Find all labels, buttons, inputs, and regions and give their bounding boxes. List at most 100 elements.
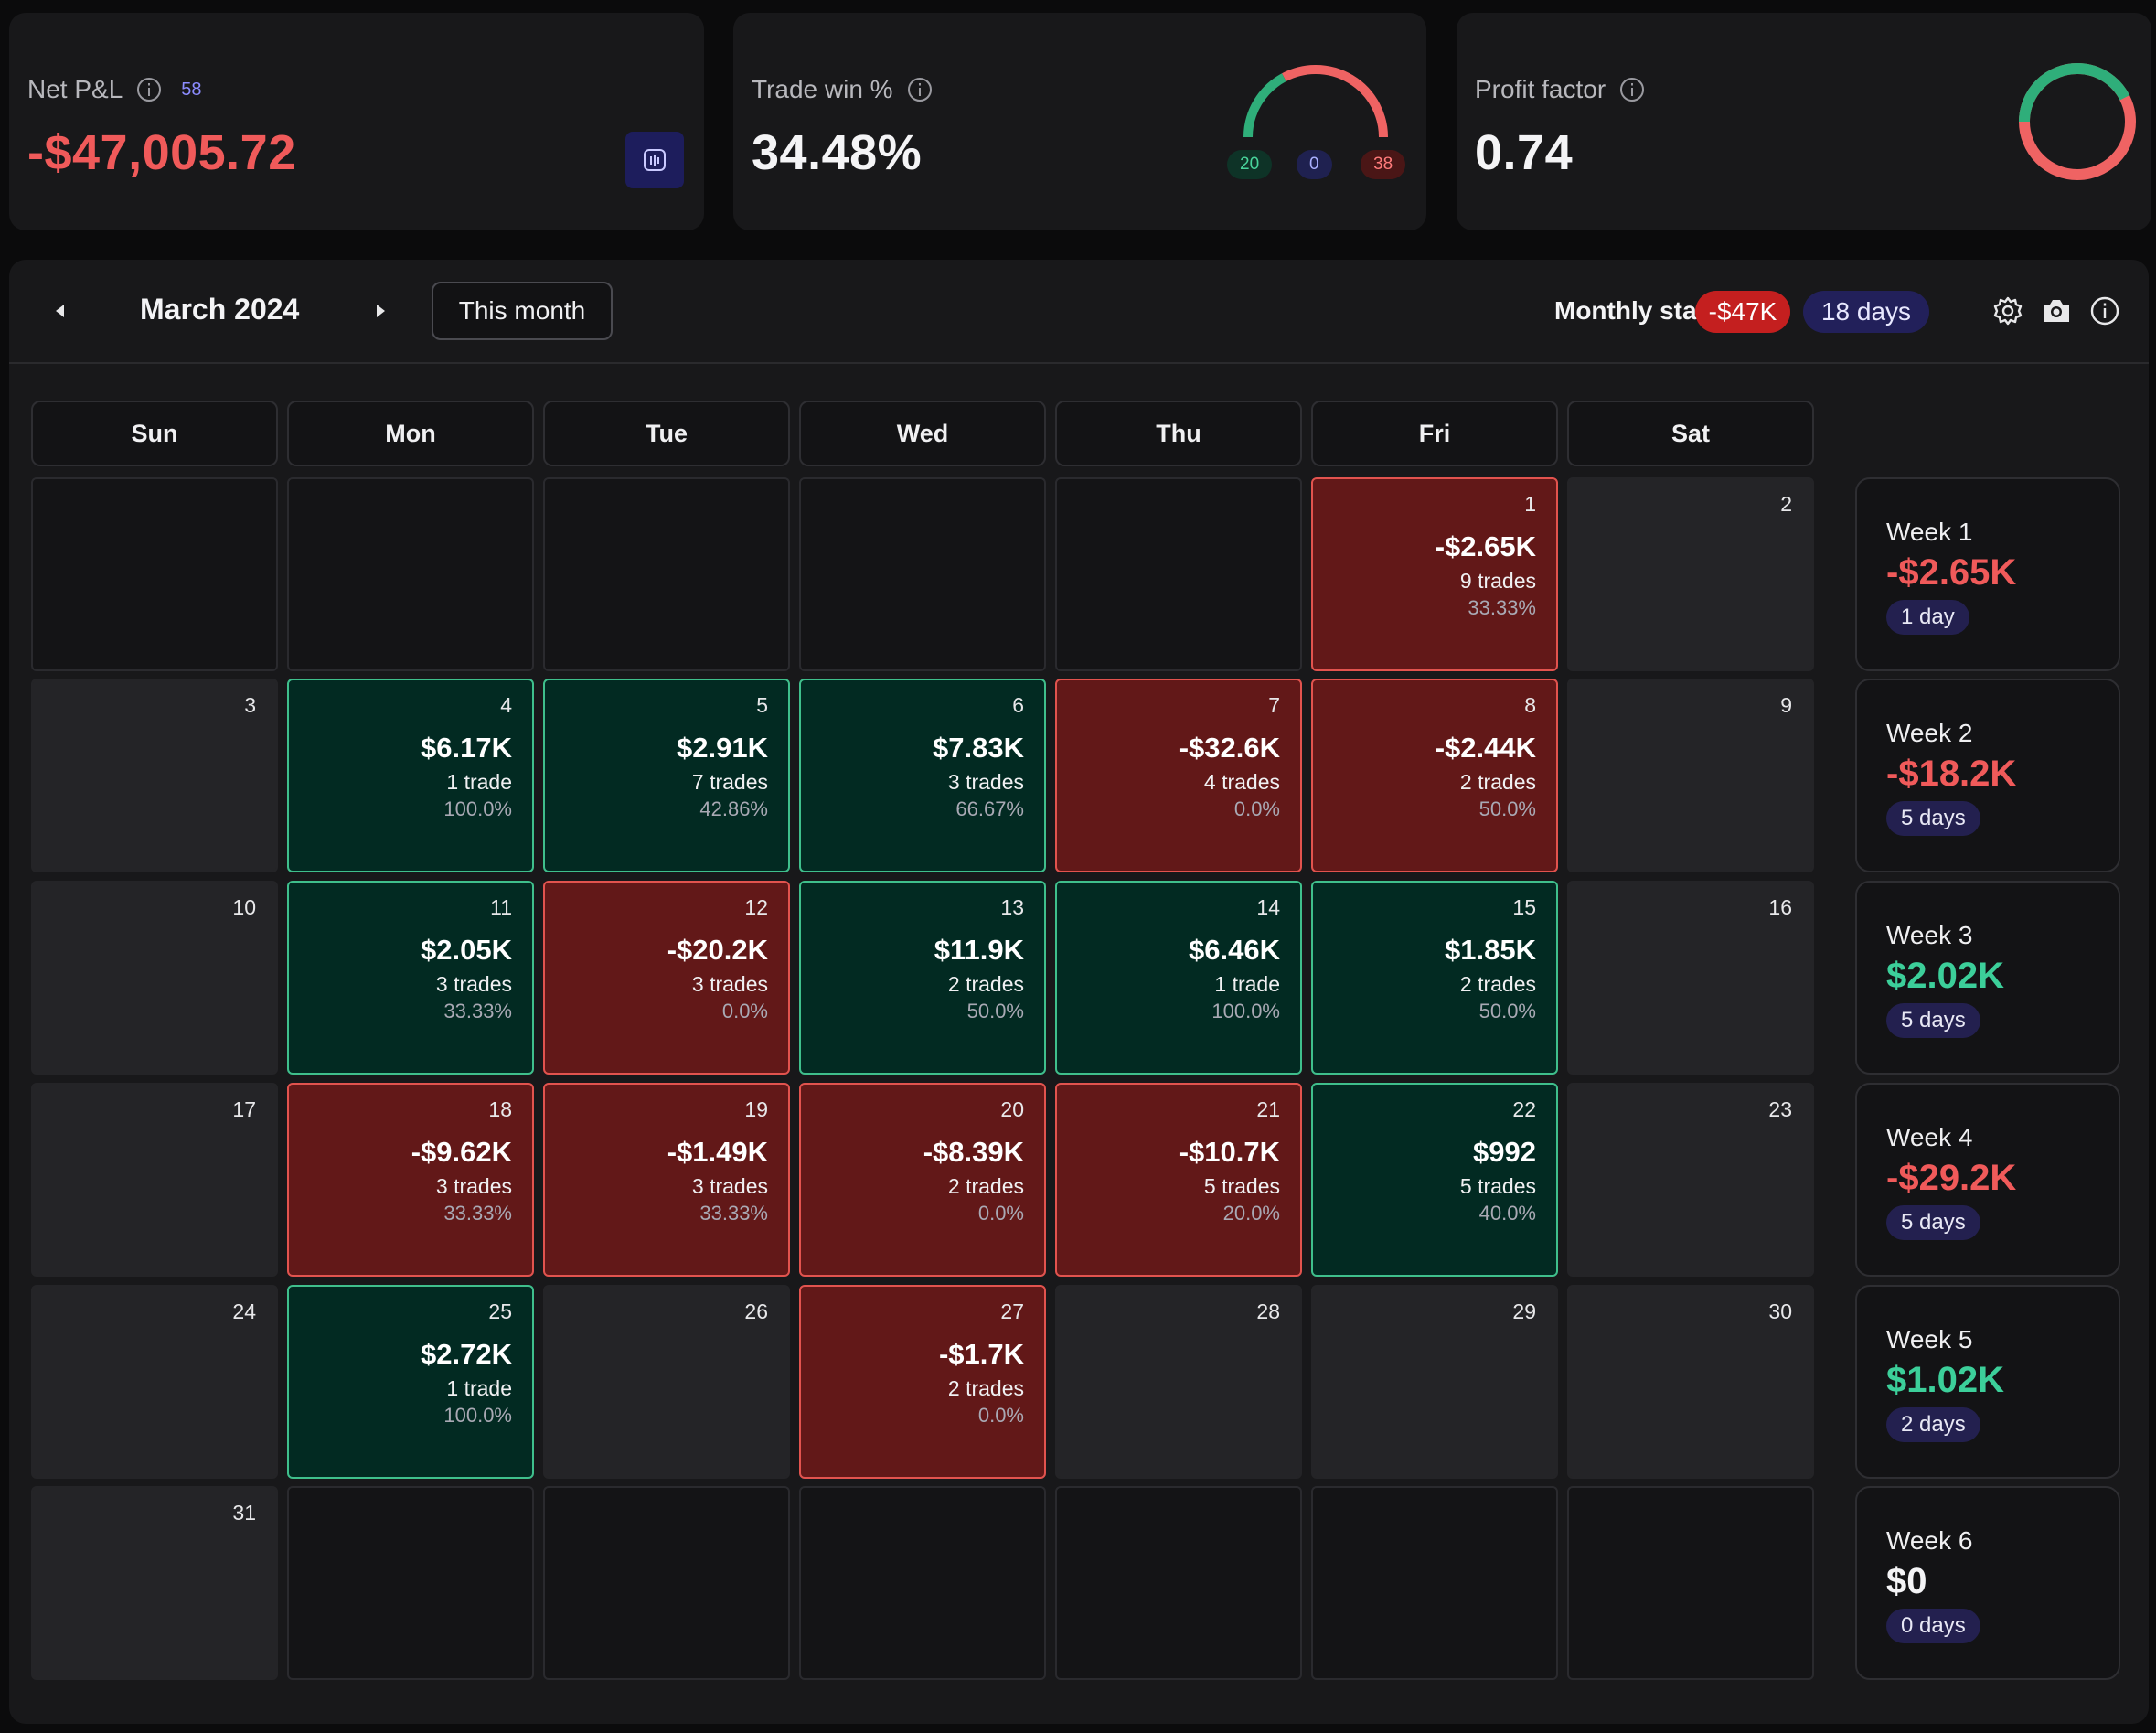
calendar-day-outside [543,1486,790,1680]
day-number: 22 [1512,1097,1536,1121]
calendar-day-26[interactable]: 26 [543,1285,790,1479]
next-month-button[interactable] [362,293,399,329]
breakeven-count-pill: 0 [1297,150,1332,179]
calendar-day-18[interactable]: 18 -$9.62K 3 trades 33.33% [287,1083,534,1277]
calendar-day-31[interactable]: 31 [31,1486,278,1680]
calendar-day-27[interactable]: 27 -$1.7K 2 trades 0.0% [799,1285,1046,1479]
day-win-rate: 100.0% [443,1404,512,1427]
calendar-day-24[interactable]: 24 [31,1285,278,1479]
net-pnl-card: Net P&L 58 -$47,005.72 [9,13,704,230]
calendar-day-outside [287,1486,534,1680]
day-win-rate: 33.33% [699,1202,768,1225]
week-label: Week 5 [1886,1325,1973,1353]
chevron-left-icon [56,305,64,317]
day-trade-count: 3 trades [947,770,1024,794]
day-trade-count: 2 trades [1459,770,1536,794]
camera-icon[interactable] [2040,294,2073,327]
calendar-day-13[interactable]: 13 $11.9K 2 trades 50.0% [799,881,1046,1075]
chart-button[interactable] [625,132,684,188]
weekday-sat: Sat [1567,401,1814,466]
calendar-day-14[interactable]: 14 $6.46K 1 trade 100.0% [1055,881,1302,1075]
calendar-day-3[interactable]: 3 [31,679,278,872]
week-days-badge: 1 day [1886,600,1969,635]
calendar-day-7[interactable]: 7 -$32.6K 4 trades 0.0% [1055,679,1302,872]
day-win-rate: 33.33% [443,1202,512,1225]
day-pnl: -$10.7K [1179,1136,1280,1168]
week-summary-4[interactable]: Week 4 -$29.2K 5 days [1855,1083,2120,1277]
calendar-day-16[interactable]: 16 [1567,881,1814,1075]
calendar-day-12[interactable]: 12 -$20.2K 3 trades 0.0% [543,881,790,1075]
prev-month-button[interactable] [42,293,79,329]
weekday-wed: Wed [799,401,1046,466]
day-number: 12 [744,895,768,919]
profit-factor-card: Profit factor 0.74 [1457,13,2151,230]
week-days-badge: 5 days [1886,801,1980,836]
day-pnl: $2.05K [421,934,512,966]
calendar-day-29[interactable]: 29 [1311,1285,1558,1479]
calendar-header: March 2024 This month Monthly stats: -$4… [9,260,2149,364]
monthly-pnl-badge: -$47K [1695,291,1790,333]
week-pnl: $1.02K [1886,1360,2004,1400]
calendar-day-19[interactable]: 19 -$1.49K 3 trades 33.33% [543,1083,790,1277]
day-win-rate: 50.0% [1478,797,1536,820]
day-number: 21 [1256,1097,1280,1121]
calendar-day-9[interactable]: 9 [1567,679,1814,872]
wins-count-pill: 20 [1227,150,1273,179]
calendar-day-28[interactable]: 28 [1055,1285,1302,1479]
net-pnl-label: Net P&L [27,75,123,103]
info-icon[interactable] [1618,76,1646,103]
day-win-rate: 100.0% [443,797,512,820]
calendar-day-17[interactable]: 17 [31,1083,278,1277]
gear-icon[interactable] [1991,294,2024,327]
weekday-mon: Mon [287,401,534,466]
day-win-rate: 42.86% [699,797,768,820]
day-number: 2 [1780,492,1792,516]
day-number: 6 [1012,693,1024,717]
calendar-day-10[interactable]: 10 [31,881,278,1075]
day-win-rate: 50.0% [1478,1000,1536,1022]
calendar-day-23[interactable]: 23 [1567,1083,1814,1277]
info-icon[interactable] [906,76,934,103]
net-pnl-label-row: Net P&L 58 [27,75,202,104]
week-summary-6[interactable]: Week 6 $0 0 days [1855,1486,2120,1680]
calendar-day-6[interactable]: 6 $7.83K 3 trades 66.67% [799,679,1046,872]
day-trade-count: 7 trades [691,770,768,794]
day-trade-count: 1 trade [446,1376,512,1400]
calendar-day-5[interactable]: 5 $2.91K 7 trades 42.86% [543,679,790,872]
trade-win-label-row: Trade win % [752,75,934,104]
week-summary-1[interactable]: Week 1 -$2.65K 1 day [1855,477,2120,671]
week-pnl: $0 [1886,1561,1927,1601]
day-trade-count: 2 trades [947,972,1024,996]
week-summary-3[interactable]: Week 3 $2.02K 5 days [1855,881,2120,1075]
day-number: 1 [1524,492,1536,516]
calendar-day-4[interactable]: 4 $6.17K 1 trade 100.0% [287,679,534,872]
calendar-day-22[interactable]: 22 $992 5 trades 40.0% [1311,1083,1558,1277]
week-summary-5[interactable]: Week 5 $1.02K 2 days [1855,1285,2120,1479]
day-win-rate: 0.0% [1233,797,1280,820]
day-number: 5 [756,693,768,717]
calendar-day-2[interactable]: 2 [1567,477,1814,671]
calendar-day-20[interactable]: 20 -$8.39K 2 trades 0.0% [799,1083,1046,1277]
day-pnl: $2.91K [677,732,768,764]
week-pnl: -$29.2K [1886,1158,2017,1198]
calendar-day-30[interactable]: 30 [1567,1285,1814,1479]
calendar-day-1[interactable]: 1 -$2.65K 9 trades 33.33% [1311,477,1558,671]
this-month-button[interactable]: This month [432,282,613,340]
day-win-rate: 20.0% [1222,1202,1280,1225]
week-label: Week 4 [1886,1123,1973,1151]
day-pnl: $7.83K [933,732,1024,764]
week-label: Week 6 [1886,1526,1973,1555]
trade-win-value: 34.48% [752,125,923,180]
ring-profit-arc [2019,63,2136,180]
calendar-day-15[interactable]: 15 $1.85K 2 trades 50.0% [1311,881,1558,1075]
day-number: 8 [1524,693,1536,717]
calendar-day-11[interactable]: 11 $2.05K 3 trades 33.33% [287,881,534,1075]
info-icon[interactable] [2088,294,2121,327]
week-summary-2[interactable]: Week 2 -$18.2K 5 days [1855,679,2120,872]
day-pnl: $992 [1473,1136,1536,1168]
day-win-rate: 40.0% [1478,1202,1536,1225]
calendar-day-25[interactable]: 25 $2.72K 1 trade 100.0% [287,1285,534,1479]
calendar-day-8[interactable]: 8 -$2.44K 2 trades 50.0% [1311,679,1558,872]
calendar-day-21[interactable]: 21 -$10.7K 5 trades 20.0% [1055,1083,1302,1277]
info-icon[interactable] [135,76,163,103]
